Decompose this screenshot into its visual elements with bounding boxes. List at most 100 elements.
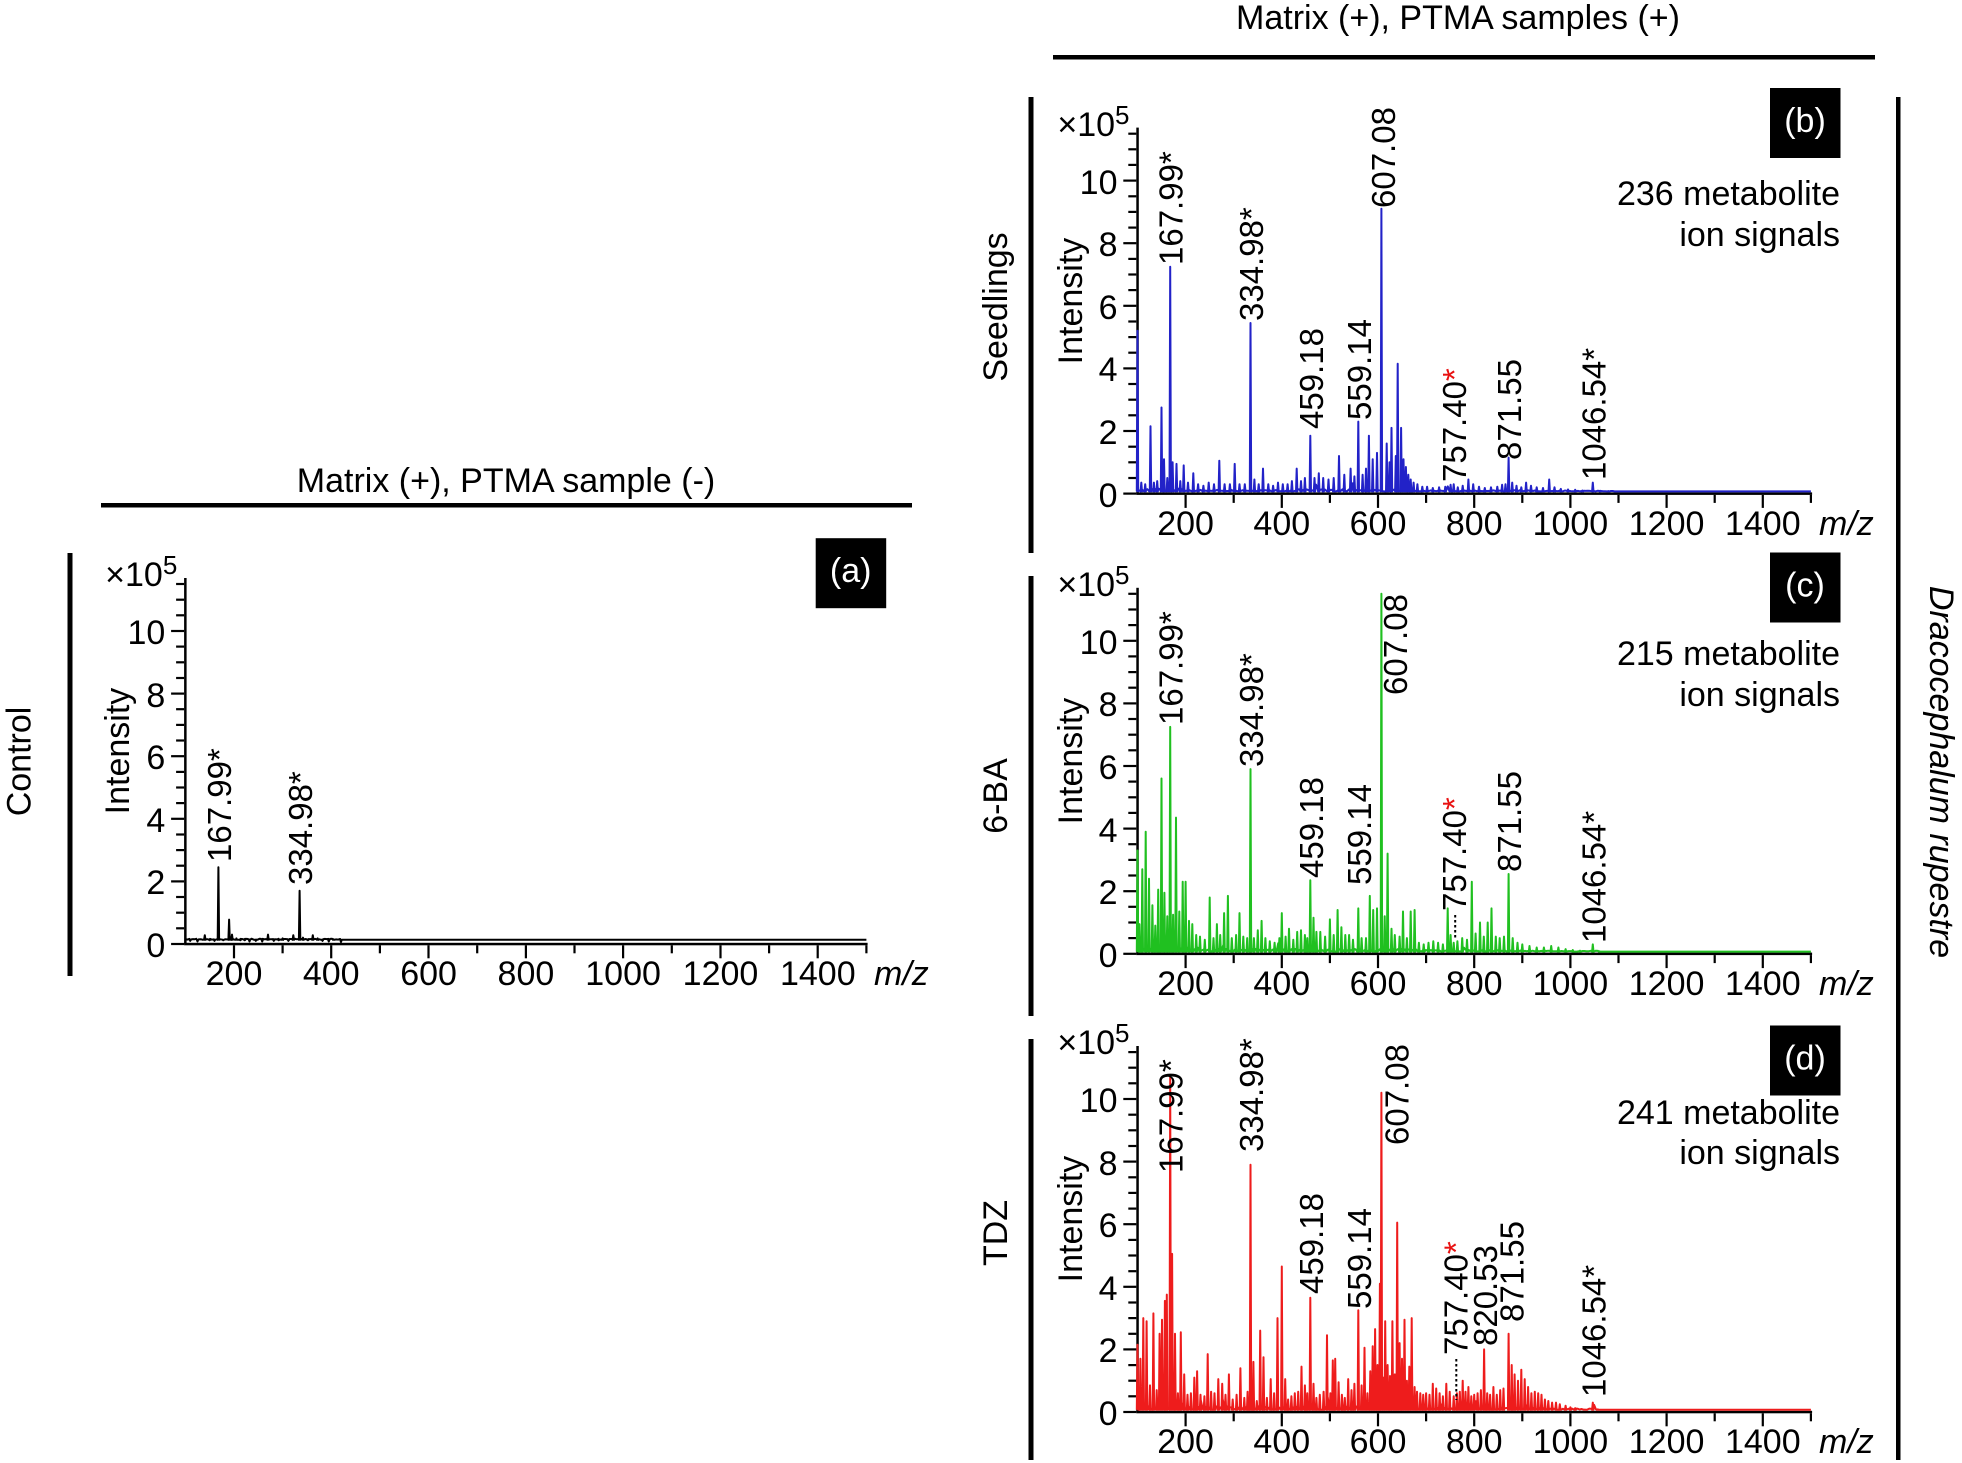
svg-text:334.98*: 334.98*: [282, 771, 319, 885]
svg-text:400: 400: [1253, 965, 1310, 1003]
svg-text:334.98*: 334.98*: [1233, 207, 1270, 321]
svg-text:1000: 1000: [1533, 505, 1609, 543]
svg-text:236 metabolite: 236 metabolite: [1617, 175, 1840, 213]
svg-text:(c): (c): [1785, 567, 1825, 605]
svg-text:800: 800: [1446, 1423, 1503, 1461]
svg-text:1400: 1400: [780, 955, 856, 993]
svg-text:215 metabolite: 215 metabolite: [1617, 635, 1840, 673]
svg-text:10: 10: [127, 614, 165, 652]
svg-text:241 metabolite: 241 metabolite: [1617, 1094, 1840, 1132]
svg-text:(a): (a): [830, 552, 872, 590]
svg-text:(b): (b): [1784, 102, 1826, 140]
svg-text:200: 200: [1157, 1423, 1214, 1461]
svg-text:0: 0: [146, 927, 165, 965]
svg-text:600: 600: [400, 955, 457, 993]
svg-text:6: 6: [1099, 749, 1118, 787]
svg-text:400: 400: [303, 955, 360, 993]
svg-text:607.08: 607.08: [1365, 107, 1402, 208]
svg-text:2: 2: [1099, 1332, 1118, 1370]
svg-text:10: 10: [1080, 624, 1118, 662]
svg-text:2: 2: [1099, 874, 1118, 912]
svg-text:820.53: 820.53: [1467, 1245, 1504, 1346]
svg-text:1000: 1000: [585, 955, 661, 993]
svg-text:871.55: 871.55: [1491, 359, 1528, 460]
svg-text:1200: 1200: [1629, 505, 1705, 543]
svg-text:800: 800: [1446, 965, 1503, 1003]
svg-text:1400: 1400: [1725, 505, 1801, 543]
svg-text:167.99*: 167.99*: [1153, 1059, 1190, 1173]
svg-text:Matrix (+), PTMA samples (+): Matrix (+), PTMA samples (+): [1236, 0, 1680, 37]
svg-text:607.08: 607.08: [1378, 1044, 1415, 1145]
svg-text:334.98*: 334.98*: [1233, 653, 1270, 767]
svg-text:10: 10: [1080, 164, 1118, 202]
svg-text:600: 600: [1350, 1423, 1407, 1461]
svg-text:1200: 1200: [683, 955, 759, 993]
svg-text:1200: 1200: [1629, 1423, 1705, 1461]
svg-text:871.55: 871.55: [1494, 1221, 1531, 1322]
svg-text:559.14: 559.14: [1341, 319, 1378, 420]
svg-text:0: 0: [1099, 477, 1118, 515]
svg-text:559.14: 559.14: [1341, 1208, 1378, 1309]
svg-text:ion signals: ion signals: [1679, 216, 1840, 254]
svg-text:871.55: 871.55: [1491, 771, 1528, 872]
svg-text:1400: 1400: [1725, 965, 1801, 1003]
svg-text:1200: 1200: [1629, 965, 1705, 1003]
svg-text:459.18: 459.18: [1293, 328, 1330, 429]
svg-text:167.99*: 167.99*: [1153, 611, 1190, 725]
svg-text:Control: Control: [1, 707, 39, 817]
svg-text:2: 2: [1099, 414, 1118, 452]
svg-text:200: 200: [206, 955, 263, 993]
svg-text:800: 800: [1446, 505, 1503, 543]
svg-text:ion signals: ion signals: [1679, 1134, 1840, 1172]
svg-text:4: 4: [1099, 812, 1118, 850]
svg-text:1000: 1000: [1533, 965, 1609, 1003]
svg-text:6: 6: [1099, 289, 1118, 327]
svg-text:TDZ: TDZ: [977, 1200, 1015, 1266]
svg-text:400: 400: [1253, 505, 1310, 543]
svg-text:Matrix (+), PTMA sample (-): Matrix (+), PTMA sample (-): [297, 462, 715, 500]
svg-text:(d): (d): [1784, 1040, 1826, 1078]
svg-text:6: 6: [146, 739, 165, 777]
svg-text:m/z: m/z: [1819, 505, 1874, 543]
svg-text:757.40*: 757.40*: [1436, 797, 1473, 911]
svg-text:167.99*: 167.99*: [1153, 151, 1190, 265]
svg-text:200: 200: [1157, 965, 1214, 1003]
svg-text:400: 400: [1253, 1423, 1310, 1461]
svg-text:2: 2: [146, 864, 165, 902]
svg-text:4: 4: [1099, 1270, 1118, 1308]
svg-text:Intensity: Intensity: [99, 688, 137, 815]
svg-text:757.40*: 757.40*: [1436, 368, 1473, 482]
svg-text:334.98*: 334.98*: [1233, 1038, 1270, 1152]
svg-text:559.14: 559.14: [1341, 784, 1378, 885]
svg-text:1046.54*: 1046.54*: [1575, 811, 1612, 943]
svg-text:600: 600: [1350, 965, 1407, 1003]
svg-text:m/z: m/z: [1819, 965, 1874, 1003]
svg-text:1400: 1400: [1725, 1423, 1801, 1461]
svg-text:800: 800: [498, 955, 555, 993]
svg-text:8: 8: [146, 677, 165, 715]
svg-text:Seedlings: Seedlings: [977, 232, 1015, 381]
svg-text:757.40*: 757.40*: [1437, 1241, 1474, 1355]
svg-text:8: 8: [1099, 1145, 1118, 1183]
svg-text:459.18: 459.18: [1293, 777, 1330, 878]
svg-text:Dracocephalum rupestre: Dracocephalum rupestre: [1922, 586, 1960, 958]
svg-text:459.18: 459.18: [1293, 1193, 1330, 1294]
svg-text:Intensity: Intensity: [1052, 238, 1090, 365]
svg-text:1000: 1000: [1533, 1423, 1609, 1461]
svg-text:Intensity: Intensity: [1052, 698, 1090, 825]
svg-text:8: 8: [1099, 226, 1118, 264]
svg-text:600: 600: [1350, 505, 1407, 543]
svg-text:4: 4: [146, 802, 165, 840]
svg-text:Intensity: Intensity: [1052, 1156, 1090, 1283]
svg-text:607.08: 607.08: [1377, 594, 1414, 695]
svg-text:m/z: m/z: [874, 955, 929, 993]
svg-text:0: 0: [1099, 937, 1118, 975]
svg-text:8: 8: [1099, 686, 1118, 724]
svg-text:ion signals: ion signals: [1679, 676, 1840, 714]
svg-text:10: 10: [1080, 1082, 1118, 1120]
svg-text:4: 4: [1099, 351, 1118, 389]
svg-text:6: 6: [1099, 1207, 1118, 1245]
svg-text:167.99*: 167.99*: [201, 748, 238, 862]
svg-text:200: 200: [1157, 505, 1214, 543]
svg-text:1046.54*: 1046.54*: [1575, 348, 1612, 480]
